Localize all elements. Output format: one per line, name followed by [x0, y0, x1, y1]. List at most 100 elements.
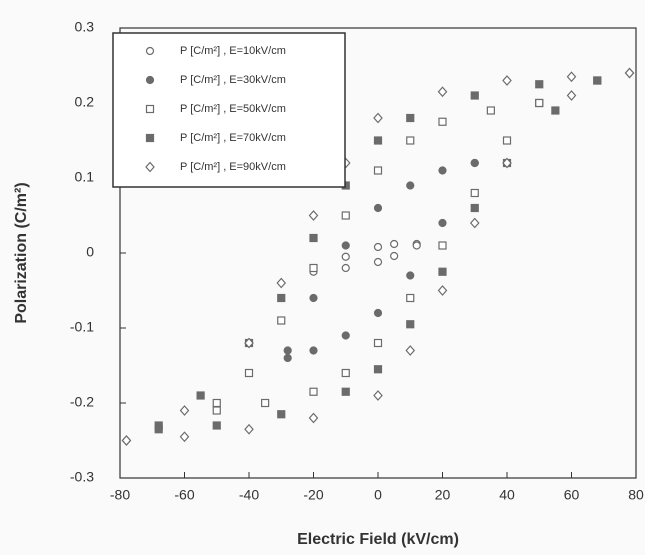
point — [438, 218, 447, 228]
point — [405, 345, 416, 356]
point — [283, 353, 292, 363]
point — [470, 188, 479, 198]
legend-label: P [C/m²] , E=70kV/cm — [180, 132, 286, 144]
x-tick-label: 20 — [435, 487, 451, 503]
point — [470, 91, 479, 100]
point — [470, 158, 479, 168]
point — [277, 316, 286, 325]
point — [309, 346, 318, 355]
legend-symbol — [145, 161, 155, 173]
point — [502, 157, 512, 169]
legend-symbol — [145, 133, 155, 143]
y-tick-label: -0.2 — [70, 394, 94, 410]
y-tick-label: 0.2 — [75, 94, 95, 110]
point — [406, 136, 415, 145]
point — [309, 387, 318, 396]
point — [412, 241, 421, 250]
point — [373, 242, 383, 252]
x-tick-label: -20 — [303, 487, 323, 503]
point — [308, 210, 319, 221]
point — [261, 398, 270, 408]
point — [437, 285, 448, 296]
point — [437, 86, 448, 98]
point — [341, 241, 350, 250]
x-tick-label: -60 — [174, 487, 194, 503]
point — [438, 117, 447, 126]
point — [309, 233, 318, 243]
legend-symbol — [145, 75, 155, 85]
point — [244, 423, 254, 435]
point — [341, 387, 350, 396]
point — [438, 241, 447, 250]
legend-label: P [C/m²] , E=10kV/cm — [180, 45, 286, 57]
point — [373, 166, 383, 175]
legend: P [C/m²] , E=10kV/cm P [C/m²] , E=30kV/cm… — [112, 32, 346, 188]
point — [179, 405, 190, 416]
point — [212, 398, 221, 408]
legend-label: P [C/m²] , E=50kV/cm — [180, 103, 286, 115]
y-tick-label: 0.3 — [75, 19, 95, 35]
point — [341, 252, 350, 261]
point — [308, 412, 319, 424]
point — [406, 271, 415, 280]
point — [535, 80, 544, 89]
x-axis-label: Electric Field (kV/cm) — [297, 531, 459, 548]
point — [309, 263, 318, 273]
point — [566, 90, 577, 101]
point — [502, 75, 512, 86]
x-tick-label: 40 — [499, 487, 515, 503]
point — [341, 263, 350, 273]
y-tick-label: -0.3 — [70, 469, 94, 485]
point — [212, 421, 221, 430]
point — [373, 338, 383, 348]
point — [470, 203, 479, 213]
point — [154, 425, 163, 434]
series — [212, 98, 544, 415]
point — [373, 257, 383, 267]
point — [486, 106, 495, 115]
point — [390, 251, 399, 261]
point — [244, 337, 254, 349]
point — [309, 293, 318, 303]
y-tick-label: -0.1 — [70, 319, 94, 335]
point — [373, 308, 383, 318]
x-tick-label: -40 — [239, 487, 259, 503]
point — [469, 217, 480, 229]
series — [154, 76, 602, 434]
point — [196, 391, 205, 400]
point — [341, 368, 350, 378]
point — [341, 211, 350, 220]
point — [373, 112, 383, 124]
point — [277, 293, 286, 303]
legend-label: P [C/m²] , E=90kV/cm — [180, 161, 286, 173]
point — [566, 71, 577, 83]
y-tick-label: 0.1 — [75, 169, 95, 185]
legend-label: P [C/m²] , E=30kV/cm — [180, 74, 286, 86]
point — [283, 346, 292, 355]
point — [276, 277, 287, 289]
y-axis-label: Polarization (C/m²) — [13, 182, 30, 323]
point — [438, 166, 447, 175]
point — [179, 431, 190, 443]
point — [551, 106, 560, 115]
point — [277, 410, 286, 419]
x-tick-label: 60 — [564, 487, 580, 503]
x-tick-label: -80 — [110, 487, 130, 503]
point — [212, 406, 221, 415]
legend-symbol — [145, 46, 155, 56]
point — [624, 67, 635, 79]
legend-symbol — [145, 104, 155, 114]
point — [244, 368, 254, 378]
point — [406, 320, 415, 329]
point — [406, 113, 415, 123]
point — [593, 76, 602, 85]
point — [373, 390, 383, 401]
point — [406, 293, 415, 303]
point — [390, 239, 399, 249]
x-tick-label: 80 — [628, 487, 644, 503]
point — [502, 136, 512, 145]
point — [406, 181, 415, 190]
x-tick-label: 0 — [374, 487, 382, 503]
point — [373, 365, 383, 374]
